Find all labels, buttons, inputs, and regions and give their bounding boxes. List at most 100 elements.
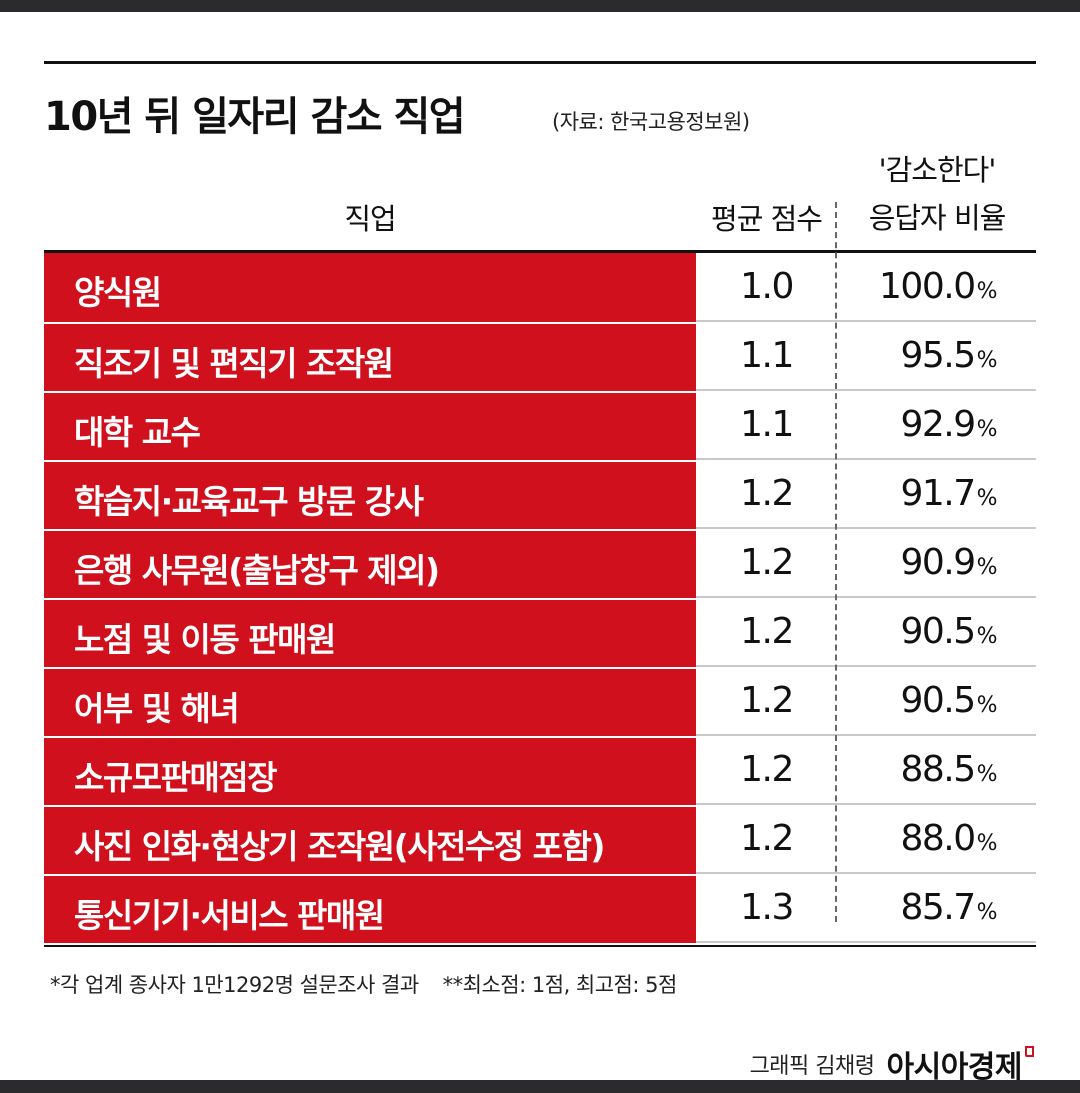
avg-score-value: 1.0 [740, 266, 794, 307]
job-cell: 노점 및 이동 판매원 [44, 598, 696, 667]
row-separator [696, 803, 1036, 805]
column-header-ratio-line2: 응답자 비율 [868, 201, 1007, 235]
column-header-ratio: '감소한다' 응답자 비율 [838, 146, 1036, 242]
row-separator [696, 734, 1036, 736]
job-label: 노점 및 이동 판매원 [74, 620, 336, 659]
table-row: 양식원 1.0 100.0% [44, 253, 1036, 322]
avg-score-value: 1.2 [740, 818, 794, 859]
graphic-artist-credit: 그래픽 김채령 [749, 1054, 875, 1079]
footnote-scale: **최소점: 1점, 최고점: 5점 [442, 973, 678, 997]
percent-sign: % [976, 762, 998, 787]
ratio-value: 100.0% [879, 266, 998, 307]
row-separator [696, 665, 1036, 667]
row-separator [696, 527, 1036, 529]
job-cell: 대학 교수 [44, 391, 696, 460]
job-label: 학습지·교육교구 방문 강사 [74, 482, 424, 521]
percent-sign: % [976, 486, 998, 511]
ratio-value: 90.9% [900, 542, 998, 583]
job-label: 통신기기·서비스 판매원 [74, 896, 385, 935]
column-header-ratio-line1: '감소한다' [878, 153, 997, 187]
ratio-value: 85.7% [900, 887, 998, 928]
table-row: 대학 교수 1.1 92.9% [44, 391, 1036, 460]
percent-sign: % [976, 417, 998, 442]
header-rule [44, 250, 1036, 253]
ratio-number: 90.9 [900, 542, 976, 583]
percent-sign: % [976, 348, 998, 373]
ratio-value: 91.7% [900, 473, 998, 514]
job-cell: 어부 및 해녀 [44, 667, 696, 736]
job-label: 소규모판매점장 [74, 758, 278, 797]
row-separator [696, 320, 1036, 322]
table-row: 통신기기·서비스 판매원 1.3 85.7% [44, 874, 1036, 943]
table-row: 어부 및 해녀 1.2 90.5% [44, 667, 1036, 736]
ratio-number: 88.5 [900, 749, 976, 790]
ratio-value: 90.5% [900, 680, 998, 721]
table-row: 사진 인화·현상기 조작원(사전수정 포함) 1.2 88.0% [44, 805, 1036, 874]
ratio-value: 90.5% [900, 611, 998, 652]
job-cell: 소규모판매점장 [44, 736, 696, 805]
avg-score-value: 1.1 [740, 404, 794, 445]
ratio-number: 88.0 [900, 818, 976, 859]
ratio-number: 90.5 [900, 680, 976, 721]
job-label: 대학 교수 [74, 413, 201, 452]
ratio-number: 100.0 [879, 266, 976, 307]
credit: 그래픽 김채령 아시아경제 [750, 1042, 1034, 1086]
job-label: 어부 및 해녀 [74, 689, 240, 728]
table-row: 직조기 및 편직기 조작원 1.1 95.5% [44, 322, 1036, 391]
ratio-number: 91.7 [900, 473, 976, 514]
row-separator [696, 596, 1036, 598]
job-label: 은행 사무원(출납창구 제외) [74, 551, 440, 590]
avg-score-value: 1.2 [740, 680, 794, 721]
percent-sign: % [976, 279, 998, 304]
row-separator [696, 872, 1036, 874]
column-header-job: 직업 [344, 202, 396, 236]
row-separator [696, 458, 1036, 460]
row-separator [696, 389, 1036, 391]
brand-mark-icon [1025, 1046, 1034, 1057]
brand-logo: 아시아경제 [886, 1050, 1023, 1085]
infographic-card: 10년 뒤 일자리 감소 직업 (자료: 한국고용정보원) 직업 평균 점수 '… [0, 12, 1080, 1085]
percent-sign: % [976, 831, 998, 856]
percent-sign: % [976, 900, 998, 925]
ratio-value: 95.5% [900, 335, 998, 376]
table-row: 은행 사무원(출납창구 제외) 1.2 90.9% [44, 529, 1036, 598]
job-cell: 학습지·교육교구 방문 강사 [44, 460, 696, 529]
data-table: 양식원 1.0 100.0% 직조기 및 편직기 조작원 1.1 95.5% 대학 교수 1.… [44, 253, 1036, 943]
avg-score-value: 1.2 [740, 542, 794, 583]
job-cell: 직조기 및 편직기 조작원 [44, 322, 696, 391]
footnotes: *각 업계 종사자 1만1292명 설문조사 결과 **최소점: 1점, 최고점:… [50, 969, 677, 999]
top-rule [44, 61, 1036, 64]
avg-score-value: 1.1 [740, 335, 794, 376]
ratio-value: 88.0% [900, 818, 998, 859]
avg-score-value: 1.3 [740, 887, 794, 928]
avg-score-value: 1.2 [740, 749, 794, 790]
source-note: (자료: 한국고용정보원) [552, 110, 750, 134]
job-label: 양식원 [74, 273, 162, 312]
percent-sign: % [976, 624, 998, 649]
job-cell: 양식원 [44, 253, 696, 322]
percent-sign: % [976, 555, 998, 580]
job-cell: 사진 인화·현상기 조작원(사전수정 포함) [44, 805, 696, 874]
job-cell: 통신기기·서비스 판매원 [44, 874, 696, 943]
avg-score-value: 1.2 [740, 611, 794, 652]
job-label: 사진 인화·현상기 조작원(사전수정 포함) [74, 827, 605, 866]
ratio-value: 88.5% [900, 749, 998, 790]
table-row: 학습지·교육교구 방문 강사 1.2 91.7% [44, 460, 1036, 529]
column-header-avg-score: 평균 점수 [711, 202, 823, 236]
ratio-number: 85.7 [900, 887, 976, 928]
job-cell: 은행 사무원(출납창구 제외) [44, 529, 696, 598]
bottom-rule [44, 945, 1036, 947]
table-row: 소규모판매점장 1.2 88.5% [44, 736, 1036, 805]
dashed-column-divider [835, 202, 837, 922]
percent-sign: % [976, 693, 998, 718]
avg-score-value: 1.2 [740, 473, 794, 514]
row-separator [696, 941, 1036, 943]
ratio-number: 95.5 [900, 335, 976, 376]
footnote-survey: *각 업계 종사자 1만1292명 설문조사 결과 [50, 973, 419, 997]
table-row: 노점 및 이동 판매원 1.2 90.5% [44, 598, 1036, 667]
job-label: 직조기 및 편직기 조작원 [74, 344, 394, 383]
ratio-number: 90.5 [900, 611, 976, 652]
chart-title: 10년 뒤 일자리 감소 직업 [44, 94, 466, 140]
ratio-number: 92.9 [900, 404, 976, 445]
ratio-value: 92.9% [900, 404, 998, 445]
